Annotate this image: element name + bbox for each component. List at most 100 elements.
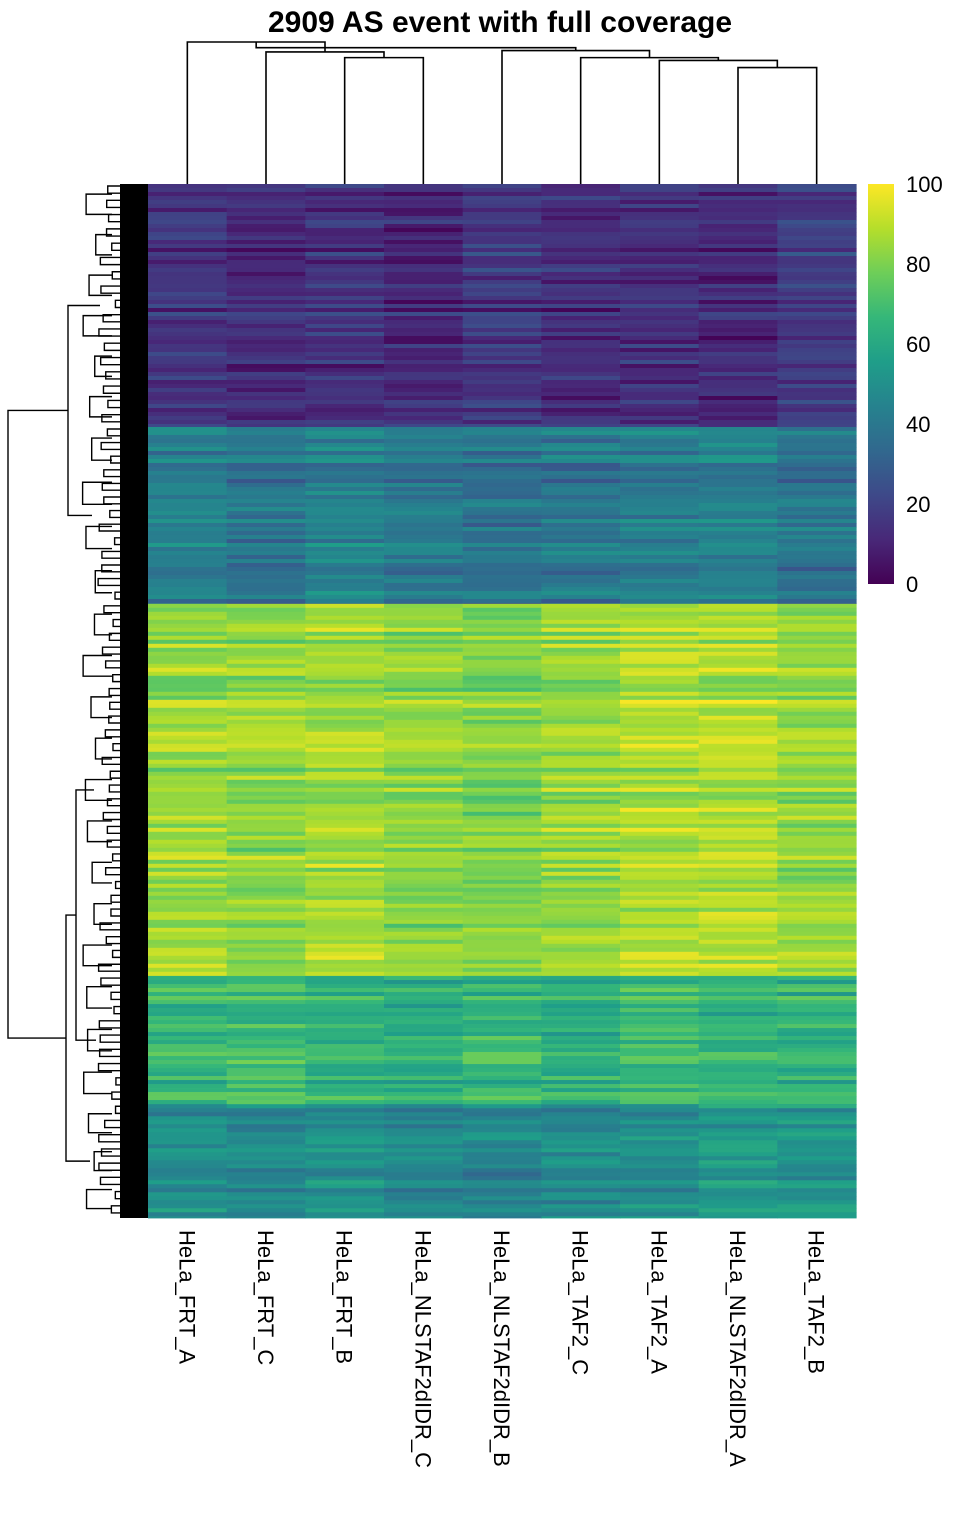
heatmap-cell xyxy=(384,671,464,677)
heatmap-cell xyxy=(462,1096,542,1101)
heatmap-cell xyxy=(305,1092,385,1097)
heatmap-cell xyxy=(305,412,385,417)
row-dendrogram-branch xyxy=(108,784,120,793)
heatmap-cell xyxy=(777,574,857,580)
heatmap-cell xyxy=(226,827,306,833)
heatmap-cell xyxy=(148,935,228,941)
heatmap-cell xyxy=(305,743,385,749)
heatmap-cell xyxy=(384,388,464,393)
heatmap-cell xyxy=(541,855,621,861)
heatmap-cell xyxy=(305,1164,385,1169)
heatmap-cell xyxy=(384,372,464,377)
heatmap-cell xyxy=(148,328,228,333)
heatmap-cell xyxy=(541,216,621,221)
heatmap-cell xyxy=(226,615,306,621)
heatmap-cell xyxy=(541,1132,621,1137)
heatmap-cell xyxy=(305,486,385,492)
heatmap-cell xyxy=(541,627,621,633)
heatmap-cell xyxy=(226,919,306,925)
heatmap-cell xyxy=(541,300,621,305)
heatmap-cell xyxy=(698,450,778,456)
heatmap-cell xyxy=(305,651,385,657)
heatmap-cell xyxy=(698,526,778,532)
heatmap-cell xyxy=(541,506,621,512)
heatmap-cell xyxy=(777,1016,857,1021)
heatmap-cell xyxy=(462,490,542,496)
heatmap-cell xyxy=(462,434,542,440)
heatmap-cell xyxy=(462,1020,542,1025)
row-dendrogram-branch xyxy=(114,880,120,890)
heatmap-cell xyxy=(620,232,700,237)
column-labels: HeLa_FRT_A HeLa_FRT_C HeLa_FRT_B HeLa_NLSTA… xyxy=(174,1230,828,1468)
heatmap-cell xyxy=(462,927,542,933)
heatmap-cell xyxy=(226,474,306,480)
heatmap-cell xyxy=(462,550,542,556)
heatmap-cell xyxy=(226,388,306,393)
heatmap-cell xyxy=(384,474,464,480)
heatmap-cell xyxy=(541,875,621,881)
heatmap-cell xyxy=(384,546,464,552)
heatmap-cell xyxy=(777,1072,857,1077)
heatmap-cell xyxy=(777,1120,857,1125)
heatmap-cell xyxy=(462,522,542,528)
heatmap-cell xyxy=(384,1208,464,1213)
heatmap-cell xyxy=(148,1068,228,1073)
heatmap-cell xyxy=(541,260,621,265)
heatmap-cell xyxy=(541,996,621,1001)
heatmap-cell xyxy=(620,514,700,520)
heatmap-cell xyxy=(384,627,464,633)
heatmap-cell xyxy=(305,404,385,409)
heatmap-cell xyxy=(305,352,385,357)
heatmap-cell xyxy=(148,352,228,357)
heatmap-cell xyxy=(462,1192,542,1197)
heatmap-cell xyxy=(148,667,228,673)
heatmap-cell xyxy=(541,927,621,933)
heatmap-cell xyxy=(698,598,778,604)
row-dendrogram-branch xyxy=(99,1176,120,1186)
column-label: HeLa_NLSTAF2dIDR_A xyxy=(725,1230,750,1467)
heatmap-cell xyxy=(384,947,464,953)
heatmap-cell xyxy=(698,915,778,921)
heatmap-cell xyxy=(620,426,700,432)
heatmap-cell xyxy=(462,647,542,653)
heatmap-cell xyxy=(384,1160,464,1165)
heatmap-cell xyxy=(305,992,385,997)
heatmap-cell xyxy=(541,376,621,381)
heatmap-cell xyxy=(777,450,857,456)
heatmap-cell xyxy=(148,442,228,448)
heatmap-cell xyxy=(384,360,464,365)
heatmap-cell xyxy=(384,490,464,496)
heatmap-cell xyxy=(226,747,306,753)
heatmap-cell xyxy=(620,312,700,317)
heatmap-cell xyxy=(384,899,464,905)
row-dendrogram-branch xyxy=(67,304,100,517)
heatmap-cell xyxy=(462,280,542,285)
heatmap-cell xyxy=(777,360,857,365)
heatmap-cell xyxy=(148,811,228,817)
column-label: HeLa_TAF2_A xyxy=(646,1230,671,1374)
heatmap-cell xyxy=(777,659,857,665)
heatmap-cell xyxy=(148,566,228,572)
heatmap-cell xyxy=(777,739,857,745)
heatmap-cell xyxy=(620,586,700,592)
heatmap-cell xyxy=(226,611,306,617)
heatmap-cell xyxy=(698,643,778,649)
heatmap-cell xyxy=(541,288,621,293)
heatmap-cell xyxy=(541,623,621,629)
heatmap-cell xyxy=(305,430,385,436)
heatmap-cell xyxy=(620,320,700,325)
heatmap-cell xyxy=(777,372,857,377)
heatmap-cell xyxy=(698,228,778,233)
heatmap-cell xyxy=(305,855,385,861)
dendrogram-branch xyxy=(658,59,779,184)
heatmap-cell xyxy=(226,408,306,413)
heatmap-cell xyxy=(148,208,228,213)
heatmap-cell xyxy=(541,984,621,989)
heatmap-cell xyxy=(226,1196,306,1201)
heatmap-cell xyxy=(777,743,857,749)
heatmap-cell xyxy=(698,340,778,345)
heatmap-cell xyxy=(226,292,306,297)
row-dendrogram-branch xyxy=(90,437,112,461)
heatmap-cell xyxy=(620,470,700,476)
dendrogram-branch xyxy=(255,42,577,51)
